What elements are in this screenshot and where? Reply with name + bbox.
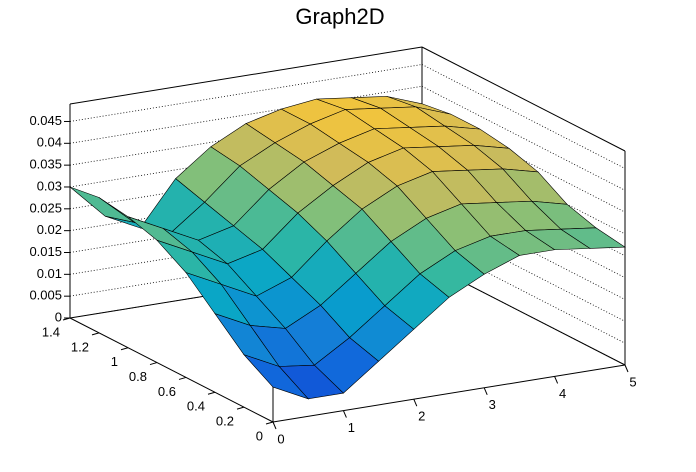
y-tick-label: 1.4 <box>42 324 60 339</box>
y-tick <box>265 421 274 425</box>
y-tick-label: 0.6 <box>158 384 176 399</box>
x-tick <box>272 421 277 430</box>
x-tick-label: 3 <box>489 397 496 412</box>
x-tick-label: 2 <box>418 409 425 424</box>
axis-box <box>421 46 626 152</box>
y-tick <box>207 391 216 395</box>
y-tick <box>178 376 187 380</box>
y-tick-label: 0.4 <box>187 399 205 414</box>
y-tick <box>120 347 129 351</box>
z-tick-label: 0.035 <box>29 157 62 172</box>
x-tick <box>554 376 559 384</box>
grid-line <box>69 85 423 144</box>
axis-box <box>69 46 423 105</box>
z-tick-label: 0 <box>55 309 62 324</box>
surface-cell <box>243 354 310 400</box>
z-tick-label: 0.02 <box>37 222 62 237</box>
x-tick <box>483 387 488 395</box>
y-tick-label: 0.2 <box>216 414 234 429</box>
grid-line <box>69 64 423 122</box>
x-tick-label: 0 <box>277 431 284 446</box>
z-tick-label: 0.025 <box>29 200 62 215</box>
x-tick-label: 5 <box>629 374 636 389</box>
x-tick-label: 1 <box>348 420 355 435</box>
x-tick <box>624 364 629 373</box>
chart-title: Graph2D <box>295 4 384 29</box>
grid-line <box>421 260 626 366</box>
x-tick <box>413 399 418 407</box>
y-tick-label: 0 <box>256 428 263 443</box>
grid-line <box>421 85 626 191</box>
z-tick-label: 0.045 <box>29 113 62 128</box>
axis-box <box>69 317 274 423</box>
y-tick <box>62 317 71 321</box>
y-tick <box>236 406 245 410</box>
z-tick-label: 0.04 <box>37 135 62 150</box>
y-tick-label: 1 <box>111 354 118 369</box>
axis-box <box>272 364 626 423</box>
z-tick-label: 0.03 <box>37 178 62 193</box>
z-tick-label: 0.01 <box>37 266 62 281</box>
y-tick-label: 0.8 <box>129 369 147 384</box>
z-tick-label: 0.015 <box>29 244 62 259</box>
y-tick-label: 1.2 <box>71 339 89 354</box>
surface-cell <box>69 186 135 223</box>
grid-line <box>421 216 626 322</box>
x-tick <box>342 410 347 418</box>
grid-line <box>421 238 626 344</box>
grid-line <box>421 64 626 169</box>
z-tick-label: 0.005 <box>29 288 62 303</box>
y-tick <box>149 362 158 366</box>
x-tick-label: 4 <box>559 386 566 401</box>
y-tick <box>91 332 100 336</box>
